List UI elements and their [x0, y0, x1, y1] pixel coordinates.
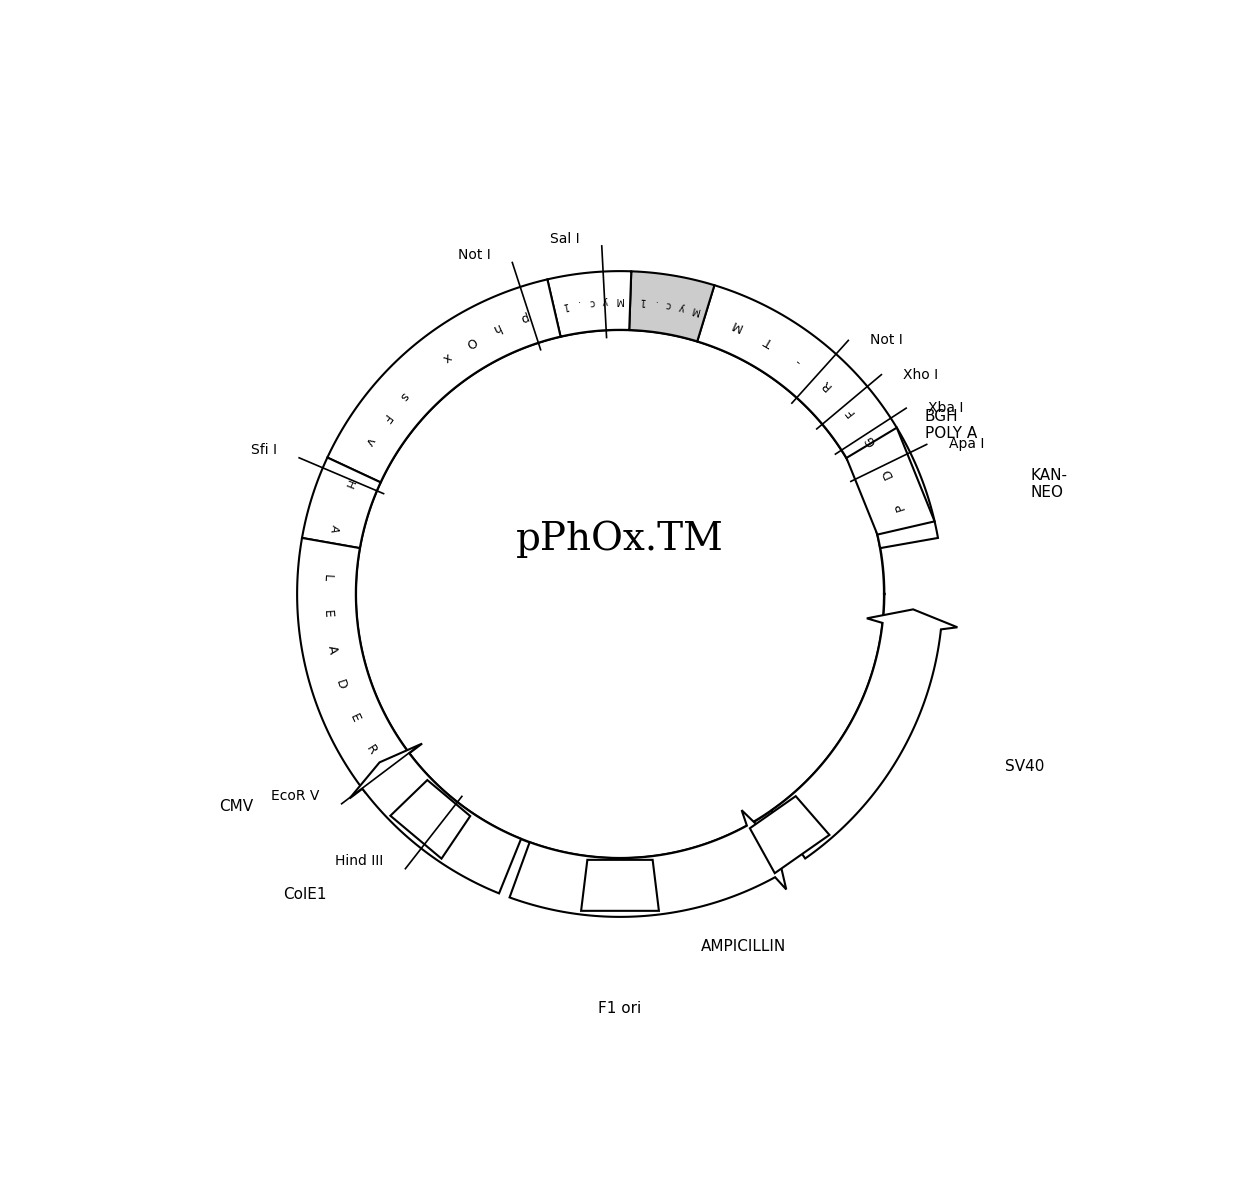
Text: p: p [517, 310, 528, 324]
Text: L: L [320, 574, 334, 582]
Polygon shape [350, 744, 521, 893]
Text: E: E [347, 712, 362, 725]
Text: F1 ori: F1 ori [599, 1001, 641, 1016]
Polygon shape [327, 279, 560, 482]
Text: -: - [792, 354, 805, 367]
Text: Xho I: Xho I [904, 367, 939, 381]
Polygon shape [771, 609, 957, 859]
Polygon shape [391, 781, 470, 859]
Polygon shape [298, 538, 412, 792]
Text: R: R [818, 377, 833, 392]
Text: CMV: CMV [219, 800, 253, 814]
Polygon shape [697, 285, 937, 548]
Text: D: D [879, 466, 895, 480]
Text: AMPICILLIN: AMPICILLIN [701, 939, 786, 954]
Text: A: A [329, 523, 340, 533]
Polygon shape [547, 271, 631, 336]
Text: A: A [325, 644, 339, 656]
Polygon shape [750, 796, 830, 873]
Text: 1: 1 [637, 296, 645, 307]
Text: y: y [678, 302, 686, 312]
Text: O: O [464, 333, 479, 349]
Text: Not I: Not I [870, 334, 903, 347]
Text: P: P [893, 500, 908, 512]
Text: x: x [440, 349, 454, 365]
Text: c: c [665, 299, 672, 310]
Text: D: D [334, 678, 348, 691]
Text: Xba I: Xba I [929, 402, 963, 415]
Text: s: s [397, 388, 410, 403]
Text: y: y [603, 296, 609, 307]
Polygon shape [303, 457, 381, 548]
Text: M: M [729, 316, 744, 333]
Text: E: E [320, 609, 334, 619]
Polygon shape [629, 271, 714, 341]
Text: M: M [689, 304, 701, 316]
Text: Not I: Not I [458, 248, 490, 263]
Text: M: M [615, 296, 624, 305]
Text: .: . [577, 298, 580, 309]
Text: Sfi I: Sfi I [252, 443, 277, 457]
Text: R: R [363, 742, 379, 757]
Text: KAN-
NEO: KAN- NEO [1030, 468, 1068, 500]
Text: SV40: SV40 [1006, 759, 1044, 773]
Polygon shape [847, 428, 935, 535]
Text: G: G [862, 434, 878, 448]
Text: F: F [378, 411, 393, 424]
Text: c: c [589, 297, 595, 307]
Polygon shape [510, 810, 786, 917]
Text: h: h [490, 321, 502, 335]
Text: ColE1: ColE1 [283, 887, 326, 903]
Text: T: T [763, 334, 775, 348]
Text: H: H [342, 479, 355, 489]
Text: Hind III: Hind III [335, 854, 383, 868]
Text: Sal I: Sal I [551, 232, 580, 246]
Text: EcoR V: EcoR V [272, 790, 320, 803]
Text: 1: 1 [560, 301, 569, 311]
Text: v: v [362, 435, 377, 448]
Text: F: F [842, 404, 857, 418]
Polygon shape [582, 860, 658, 911]
Text: Apa I: Apa I [949, 437, 985, 451]
Text: pPhOx.TM: pPhOx.TM [516, 520, 724, 557]
Text: .: . [652, 297, 657, 308]
Text: BGH
POLY A: BGH POLY A [925, 409, 977, 442]
